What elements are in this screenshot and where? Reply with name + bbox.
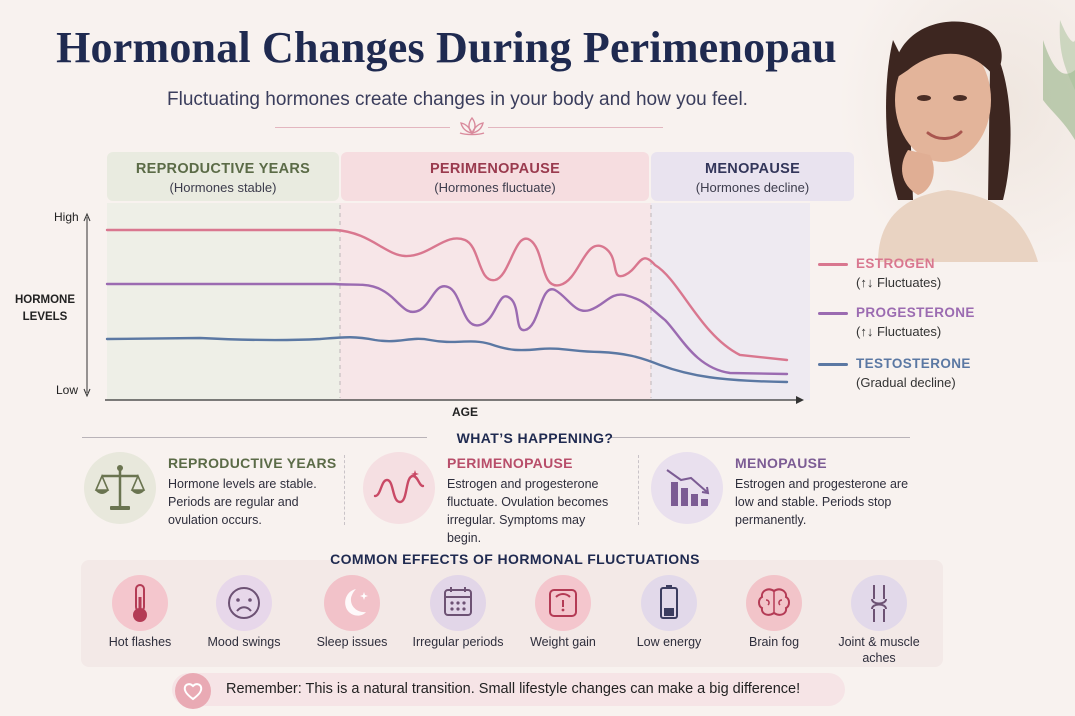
calendar-icon <box>430 575 486 631</box>
phase-title: MENOPAUSE <box>704 161 801 177</box>
effect-label: Hot flashes <box>108 635 172 649</box>
reminder-text: Remember: This is a natural transition. … <box>226 681 801 697</box>
battery-icon <box>641 575 697 631</box>
legend-note: (Gradual decline) <box>856 375 956 390</box>
legend-name: PROGESTERONE <box>856 305 975 320</box>
reminder-banner <box>172 673 845 706</box>
effect-label: Mood swings <box>207 635 281 649</box>
effect-label: Irregular periods <box>412 635 504 649</box>
y-axis-title-line1: HORMONE <box>14 294 76 306</box>
y-axis-low-label: Low <box>56 383 79 397</box>
legend-swatch <box>818 263 848 266</box>
stage-perimenopause: PERIMENOPAUSE Estrogen and progesterone … <box>363 452 638 545</box>
phase-subtitle: (Hormones fluctuate) <box>434 180 556 195</box>
phase-header-reproductive: REPRODUCTIVE YEARS (Hormones stable) <box>107 152 339 201</box>
y-axis-title-line2: LEVELS <box>22 311 68 323</box>
x-axis-arrow <box>796 396 804 404</box>
brain-icon <box>746 575 802 631</box>
y-axis-title: HORMONE LEVELS <box>6 292 84 326</box>
phase-header-menopause: MENOPAUSE (Hormones decline) <box>651 152 854 201</box>
phase-title: REPRODUCTIVE YEARS <box>135 161 311 177</box>
heart-icon <box>175 673 211 709</box>
joint-icon <box>851 575 907 631</box>
phase-bg-perimenopause <box>340 203 651 400</box>
legend-note: (↑↓ Fluctuates) <box>856 275 942 290</box>
page-title: Hormonal Changes During Perimenopause <box>56 23 874 72</box>
phase-title: PERIMENOPAUSE <box>429 161 561 177</box>
effect-label: Low energy <box>636 635 702 649</box>
effects-title: COMMON EFFECTS OF HORMONAL FLUCTUATIONS <box>330 551 700 567</box>
stage-reproductive: REPRODUCTIVE YEARS Hormone levels are st… <box>84 452 344 532</box>
scales-icon <box>84 452 156 524</box>
x-axis-title: AGE <box>451 405 478 419</box>
page-subtitle: Fluctuating hormones create changes in y… <box>167 89 748 110</box>
stage-menopause: MENOPAUSE Estrogen and progesterone are … <box>651 452 911 532</box>
effect-label: Sleep issues <box>316 635 388 649</box>
phase-bg-reproductive <box>107 203 340 400</box>
moon-icon <box>324 575 380 631</box>
stage-description: Estrogen and progesterone are low and st… <box>735 477 909 527</box>
stage-separator <box>344 455 346 525</box>
stage-title: PERIMENOPAUSE <box>447 455 573 471</box>
section-divider-left <box>82 437 427 438</box>
effect-label: Joint & muscle aches <box>838 635 920 665</box>
legend-swatch <box>818 363 848 366</box>
stage-title: MENOPAUSE <box>735 455 827 471</box>
divider-right <box>488 127 663 128</box>
hormone-chart <box>83 203 810 404</box>
declining-bars-icon <box>651 452 723 524</box>
testosterone-line <box>105 336 789 384</box>
woman-portrait-image <box>838 0 1075 262</box>
legend-name: TESTOSTERONE <box>856 356 971 371</box>
phase-header-perimenopause: PERIMENOPAUSE (Hormones fluctuate) <box>341 152 649 201</box>
phase-subtitle: (Hormones decline) <box>695 180 810 195</box>
stage-description: Estrogen and progesterone fluctuate. Ovu… <box>447 477 609 545</box>
effect-label: Weight gain <box>530 635 596 649</box>
effect-label: Brain fog <box>748 635 800 649</box>
stage-separator <box>638 455 640 525</box>
whats-happening-title: WHAT’S HAPPENING? <box>456 430 614 446</box>
phase-subtitle: (Hormones stable) <box>169 180 277 195</box>
divider-left <box>275 127 450 128</box>
stage-title: REPRODUCTIVE YEARS <box>168 455 337 471</box>
y-axis-down-arrow <box>83 388 91 398</box>
sad-face-icon <box>216 575 272 631</box>
legend-note: (↑↓ Fluctuates) <box>856 324 942 339</box>
thermometer-icon <box>112 575 168 631</box>
legend-swatch <box>818 312 848 315</box>
progesterone-line <box>105 282 789 376</box>
stage-description: Hormone levels are stable. Periods are r… <box>168 477 317 527</box>
lotus-icon <box>459 116 485 136</box>
legend-name: ESTROGEN <box>856 256 935 271</box>
y-axis-up-arrow <box>83 212 91 222</box>
wave-icon <box>363 452 435 524</box>
effects-panel <box>81 560 943 667</box>
y-axis-high-label: High <box>54 210 79 224</box>
phase-bg-menopause <box>651 203 810 400</box>
section-divider-right <box>610 437 910 438</box>
estrogen-line <box>105 228 789 362</box>
scale-icon <box>535 575 591 631</box>
